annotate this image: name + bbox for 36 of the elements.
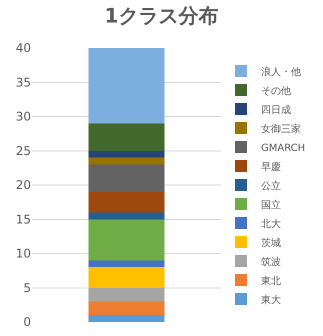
legend-label: その他 bbox=[261, 84, 291, 97]
y-tick-label: 25 bbox=[16, 144, 31, 158]
y-tick-label: 35 bbox=[16, 75, 31, 90]
bar bbox=[88, 164, 164, 192]
legend-label: 国立 bbox=[261, 198, 281, 211]
y-tick-label: 5 bbox=[23, 280, 31, 295]
y-tick-label: 40 bbox=[16, 41, 31, 56]
bar bbox=[88, 150, 164, 158]
bar bbox=[88, 212, 164, 220]
y-tick-label: 0 bbox=[23, 315, 31, 330]
legend-label: 早慶 bbox=[261, 160, 281, 173]
legend-label: 浪人・他 bbox=[261, 66, 301, 78]
bar bbox=[88, 123, 164, 151]
bar bbox=[88, 301, 164, 316]
y-tick-label: 15 bbox=[16, 212, 31, 226]
legend-label: 女御三家 bbox=[261, 122, 301, 135]
legend-label: 茨城 bbox=[261, 236, 281, 249]
legend-label: 東大 bbox=[261, 294, 281, 306]
bar bbox=[88, 260, 164, 268]
y-tick-label: 20 bbox=[16, 178, 31, 192]
legend-label: 公立 bbox=[261, 180, 281, 192]
bar bbox=[88, 219, 164, 260]
chart-title: 1クラス分布 bbox=[104, 3, 218, 28]
legend-label: 北大 bbox=[261, 218, 281, 230]
bar bbox=[88, 158, 164, 164]
bar bbox=[88, 288, 164, 302]
bar bbox=[88, 192, 164, 212]
legend-label: GMARCH bbox=[261, 142, 306, 154]
y-tick-label: 30 bbox=[16, 110, 31, 124]
legend-label: 筑波 bbox=[261, 256, 281, 268]
bar bbox=[88, 315, 164, 322]
legend-label: 東北 bbox=[261, 274, 281, 287]
bar bbox=[88, 267, 164, 288]
y-tick-label: 10 bbox=[16, 246, 31, 261]
bar bbox=[88, 48, 164, 124]
legend-label: 四日成 bbox=[261, 104, 291, 116]
